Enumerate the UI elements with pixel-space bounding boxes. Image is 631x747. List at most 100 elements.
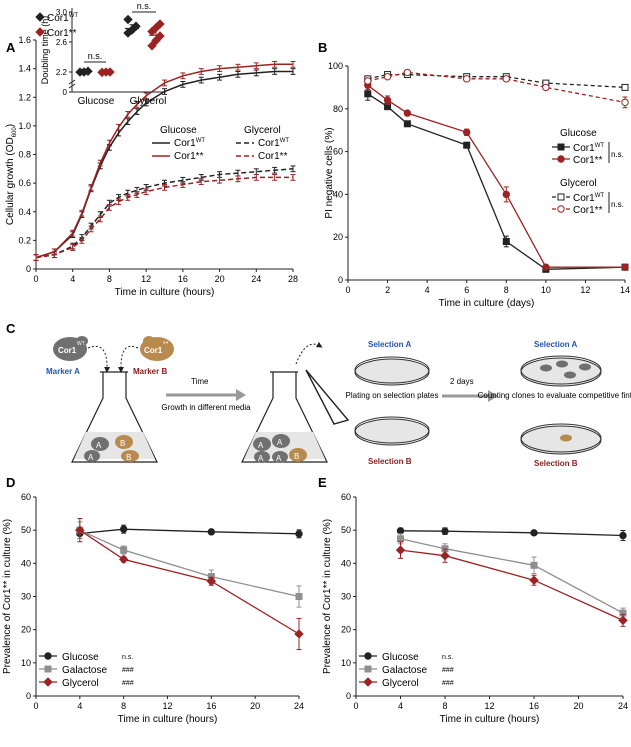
- selection-b-label-2: Selection B: [534, 459, 578, 468]
- panel-b-x-tick-label: 8: [504, 285, 509, 295]
- panel-a-legend-glycerol-wt-name: Cor1: [258, 138, 280, 149]
- panel-e-x-tick-label: 20: [573, 701, 583, 711]
- panel-b-y-tick-label: 20: [333, 232, 343, 242]
- panel-a-legend-glycerol-header: Glycerol: [244, 125, 281, 136]
- svg-text:**: **: [163, 341, 169, 348]
- panel-d-glycerol-point: [118, 554, 129, 565]
- panel-d-x-axis-title: Time in culture (hours): [118, 714, 218, 725]
- panel-b-y-tick-label: 100: [328, 61, 343, 71]
- panel-d-legend-galactose-label: Galactose: [62, 665, 107, 676]
- panel-e-legend-glycerol-sig: ###: [442, 680, 454, 687]
- panel-e-y-tick-label: 20: [341, 625, 351, 635]
- panel-e-legend-galactose-label: Galactose: [382, 665, 427, 676]
- panel-b-glycerol-mut-point: [542, 83, 550, 92]
- panel-b-glycerol-mut-point: [403, 68, 412, 77]
- transfer-arrow: [295, 341, 323, 365]
- panel-d-legend-glucose-marker: [44, 652, 52, 660]
- inset-legend-wt-marker: [35, 12, 45, 22]
- panel-d-x-tick-label: 16: [206, 701, 216, 711]
- panel-b-legend-glucose-header: Glucose: [560, 128, 597, 139]
- panel-b-legend-glucose-ns: n.s.: [611, 150, 624, 159]
- panel-b-legend-glycerol-ns: n.s.: [611, 200, 624, 209]
- panel-e-glucose-line: [400, 530, 624, 537]
- panel-b-legend-glucose-wt-sup: WT: [595, 143, 605, 149]
- inset-axis-break: [68, 83, 76, 89]
- panel-b-legend-glucose-mut-marker: [557, 155, 565, 163]
- panel-b-x-tick-label: 4: [425, 285, 430, 295]
- svg-text:A: A: [96, 441, 102, 450]
- panel-b-glucose-wt-point: [403, 120, 411, 128]
- inset-axis-break: [68, 79, 76, 85]
- panel-e-glucose-point: [619, 531, 627, 540]
- panel-d-y-tick-label: 50: [21, 525, 31, 535]
- panel-a-x-tick-label: 16: [178, 274, 188, 284]
- panel-a-x-tick-label: 20: [215, 274, 225, 284]
- panel-e-glycerol-point: [440, 550, 450, 561]
- panel-e-glycerol-line: [400, 549, 624, 621]
- panel-b-glucose-mut-point: [403, 109, 412, 117]
- panel-d-x-tick-label: 20: [250, 701, 260, 711]
- selection-a-label-1: Selection A: [368, 340, 411, 349]
- panel-a-y-tick-label: 1.6: [18, 35, 31, 45]
- two-days-label: 2 days: [450, 377, 474, 386]
- inset-data-point: [123, 14, 133, 25]
- panel-a-y-tick-label: 1.4: [18, 64, 31, 74]
- panel-a-x-tick-label: 28: [288, 274, 298, 284]
- panel-e-x-tick-label: 8: [442, 701, 447, 711]
- panel-b-legend-glycerol-header: Glycerol: [560, 178, 597, 189]
- svg-text:B: B: [126, 453, 131, 462]
- panel-b-viability-chart: 0 2 4 6 8 10 12 14 0 20 40 60 80 100 Time in culture (…: [324, 61, 630, 309]
- svg-text:A: A: [258, 454, 264, 463]
- svg-text:WT: WT: [77, 341, 85, 347]
- panel-a-legend-glucose-wt-label: Cor1WT: [174, 138, 205, 149]
- selection-a-label-2: Selection A: [534, 340, 577, 349]
- panel-e-prevalence-chart: 0 4 8 12 16 20 24 0 10 20 30 40 50 60 Time in culture …: [322, 492, 628, 725]
- plate-selection-b: [354, 416, 430, 446]
- panel-b-legend-glycerol-wt-name: Cor1: [573, 193, 595, 204]
- panel-e-legend-glucose-label: Glucose: [382, 652, 419, 663]
- panel-e-y-tick-label: 30: [341, 592, 351, 602]
- panel-d-legend-glucose-sig: n.s.: [122, 654, 133, 661]
- panel-a-y-tick-label: 0.8: [18, 150, 31, 160]
- pipette-icon: [305, 369, 350, 425]
- panel-d-y-tick-label: 30: [21, 592, 31, 602]
- panel-d-prevalence-chart: 0 4 8 12 16 20 24 0 10 20 30 40 50 60 Time in culture …: [2, 492, 304, 725]
- panel-d-legend-glucose-label: Glucose: [62, 652, 99, 663]
- panel-b-x-tick-label: 2: [385, 285, 390, 295]
- panel-b-legend-glucose-wt-marker: [557, 143, 565, 151]
- inset-y-tick-label: 2.6: [56, 38, 68, 47]
- panel-e-glucose-point: [441, 527, 449, 535]
- marker-a-label: Marker A: [46, 367, 80, 376]
- panel-a-glucose-mut-line: [35, 63, 293, 259]
- plating-label: Plating on selection plates: [346, 391, 439, 400]
- panel-b-legend-glycerol-wt-label: Cor1WT: [573, 193, 604, 204]
- cor1-wt-cell: Cor1 WT: [53, 336, 88, 361]
- panel-a-legend-glucose-wt-sup: WT: [196, 138, 206, 144]
- panel-e-y-tick-label: 60: [341, 492, 351, 502]
- panel-d-x-tick-label: 0: [33, 701, 38, 711]
- panel-d-glycerol-point: [206, 576, 217, 586]
- panel-e-x-tick-label: 24: [618, 701, 628, 711]
- panel-b-y-tick-label: 60: [333, 147, 343, 157]
- panel-b-legend-glycerol-mut-marker: [557, 205, 565, 213]
- panel-b-glucose-wt-point: [502, 237, 510, 245]
- inset-data-point: [147, 41, 157, 51]
- panel-e-galactose-point: [397, 535, 404, 543]
- panel-e-glucose-point: [530, 529, 538, 537]
- inset-legend-wt-label: Cor1WT: [47, 13, 78, 24]
- panel-d-y-tick-label: 0: [26, 691, 31, 701]
- panel-label-b: B: [318, 40, 327, 55]
- inset-y-tick-label: 3.0: [56, 8, 68, 17]
- panel-b-glucose-mut-point: [383, 96, 392, 104]
- panel-d-glycerol-point: [75, 525, 85, 535]
- plate-selection-a-colonies: [520, 355, 602, 387]
- panel-b-glycerol-mut-point: [383, 73, 392, 81]
- panel-e-legend-glucose-marker: [364, 652, 372, 660]
- panel-a-y-axis-title-main: Cellular growth (OD: [5, 137, 16, 225]
- panel-label-c: C: [6, 321, 16, 336]
- inset-sig-glucose: n.s.: [88, 51, 103, 61]
- panel-c-schematic: Cor1 WT Marker A Cor1 ** Marker B A A B …: [46, 336, 631, 468]
- panel-b-x-tick-label: 12: [580, 285, 590, 295]
- inset-category-glycerol: Glycerol: [130, 96, 167, 107]
- panel-b-x-tick-label: 6: [464, 285, 469, 295]
